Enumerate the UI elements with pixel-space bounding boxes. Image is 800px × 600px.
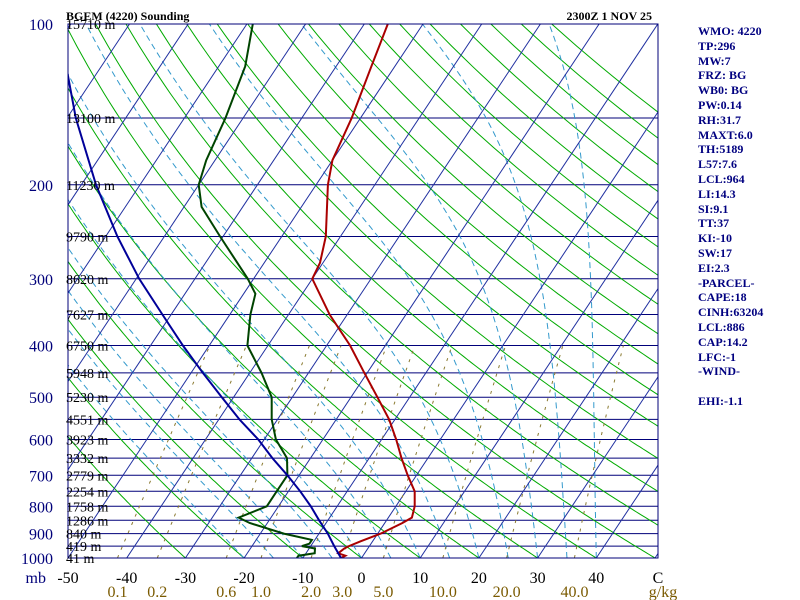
chart-datetime: 2300Z 1 NOV 25 [567,9,652,23]
temperature-tick-label: 20 [471,570,487,587]
index-line: WMO: 4220 [698,24,798,39]
index-line: LI:14.3 [698,187,798,202]
pressure-label: 400 [29,339,53,356]
index-line: EHI:-1.1 [698,394,798,409]
pressure-label: 600 [29,433,53,450]
height-label: 4551 m [66,413,109,428]
index-line: PW:0.14 [698,98,798,113]
index-line: RH:31.7 [698,113,798,128]
index-line: TH:5189 [698,142,798,157]
height-label: 6750 m [66,340,109,355]
index-line: -WIND- [698,364,798,379]
index-line: LFC:-1 [698,350,798,365]
plot-background [0,0,800,600]
pressure-label: 900 [29,527,53,544]
temperature-tick-label: -50 [57,570,78,587]
index-line: LCL:886 [698,320,798,335]
height-label: 3923 m [66,434,109,449]
mixing-ratio-tick-label: 3.0 [332,584,352,600]
temperature-tick-label: 30 [530,570,546,587]
height-label: 7627 m [66,309,109,324]
height-label: 1758 m [66,500,109,515]
index-line: TP:296 [698,39,798,54]
index-line: SI:9.1 [698,202,798,217]
indices-panel: WMO: 4220 TP:296 MW:7 FRZ: BG WB0: BG PW:0.14… [698,24,798,409]
temperature-tick-label: -30 [175,570,196,587]
mixing-ratio-tick-label: 0.6 [216,584,236,600]
mixing-ratio-tick-label: 20.0 [493,584,521,600]
pressure-label: 800 [29,499,53,516]
height-label: 2779 m [66,469,109,484]
pressure-label: 1000 [21,551,53,568]
height-label: 9790 m [66,230,109,245]
mixing-ratio-tick-label: 2.0 [301,584,321,600]
index-line: CINH:63204 [698,305,798,320]
index-line: SW:17 [698,246,798,261]
mixing-ratio-tick-label: 40.0 [560,584,588,600]
index-line [698,379,798,394]
index-line: CAPE:18 [698,290,798,305]
height-label: 2254 m [66,485,109,500]
mixing-ratio-tick-label: 10.0 [429,584,457,600]
index-line: LCL:964 [698,172,798,187]
index-line: L57:7.6 [698,157,798,172]
index-line: MAXT:6.0 [698,128,798,143]
pressure-label: 500 [29,390,53,407]
temperature-tick-label: 10 [412,570,428,587]
height-label: 13100 m [66,112,116,127]
mixing-ratio-tick-label: 0.2 [147,584,167,600]
mixing-ratio-tick-label: 1.0 [251,584,271,600]
height-label: 41 m [66,552,95,567]
index-line: FRZ: BG [698,68,798,83]
index-line: MW:7 [698,54,798,69]
pressure-label: 700 [29,468,53,485]
temperature-tick-label: 0 [358,570,366,587]
height-label: 5230 m [66,391,109,406]
index-line: CAP:14.2 [698,335,798,350]
pressure-label: 300 [29,272,53,289]
temperature-tick-label: 40 [588,570,604,587]
pressure-unit-label: mb [26,570,46,587]
pressure-label: 200 [29,178,53,195]
skewt-chart: 100200300400500600700800900100015710 m13… [0,0,800,600]
index-line: KI:-10 [698,231,798,246]
chart-title: BGEM (4220) Sounding [66,9,189,23]
mixing-ratio-tick-label: 5.0 [373,584,393,600]
pressure-label: 100 [29,17,53,34]
height-label: 3332 m [66,452,109,467]
index-line: WB0: BG [698,83,798,98]
height-label: 5948 m [66,367,109,382]
mixing-ratio-unit-label: g/kg [649,584,677,600]
index-line: TT:37 [698,216,798,231]
height-label: 11230 m [66,179,115,194]
index-line: -PARCEL- [698,276,798,291]
mixing-ratio-tick-label: 0.1 [107,584,127,600]
index-line: EI:2.3 [698,261,798,276]
height-label: 8620 m [66,273,109,288]
